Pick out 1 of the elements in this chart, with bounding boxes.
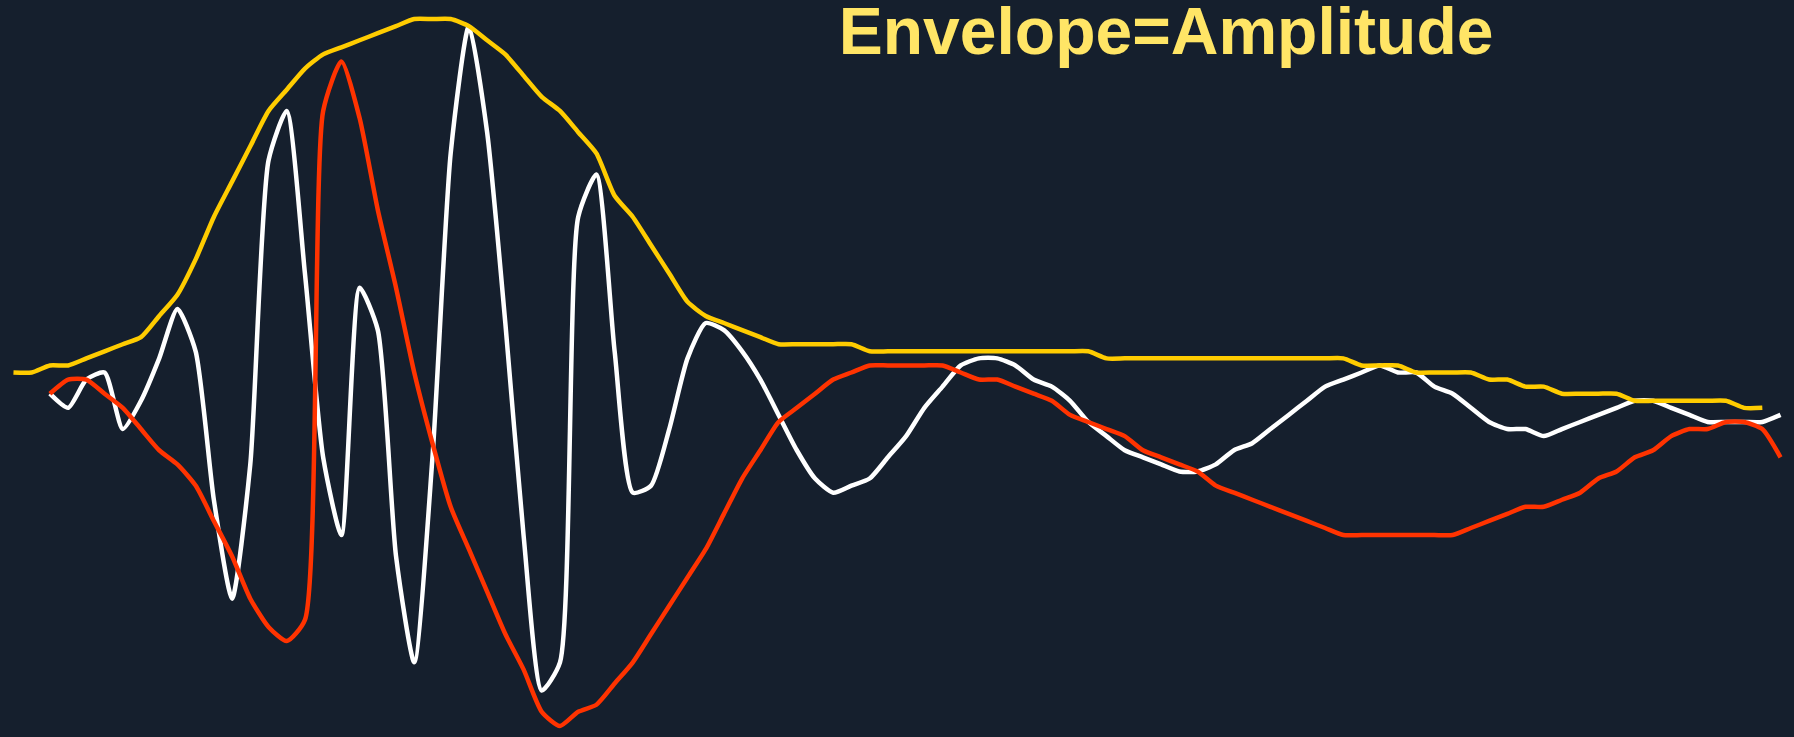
chart-title: Envelope=Amplitude <box>838 0 1494 68</box>
